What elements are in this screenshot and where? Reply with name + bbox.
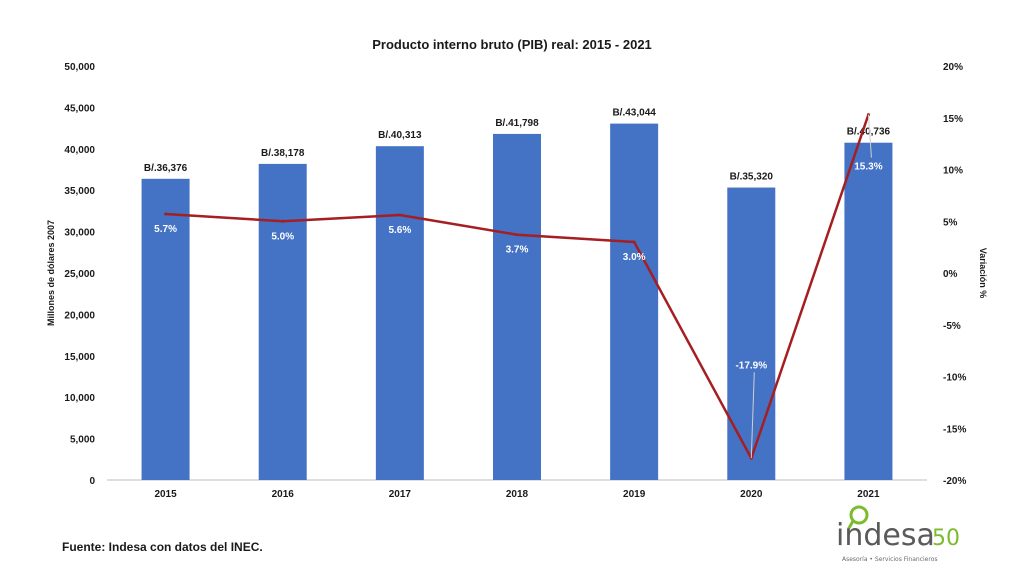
source-note: Fuente: Indesa con datos del INEC.	[62, 540, 263, 554]
bar-value-label: B/.38,178	[261, 148, 305, 159]
y-tick-label: 5,000	[70, 435, 95, 446]
chart-title: Producto interno bruto (PIB) real: 2015 …	[372, 37, 652, 52]
label-leader-line	[750, 372, 755, 459]
y2-tick-label: 0%	[943, 269, 958, 280]
variation-point	[398, 213, 402, 217]
line-value-label: -17.9%	[735, 360, 767, 371]
y2-tick-label: -15%	[943, 424, 966, 435]
y-tick-label: 25,000	[64, 269, 95, 280]
x-tick-label: 2018	[506, 489, 529, 500]
x-tick-label: 2021	[857, 489, 880, 500]
line-value-label: 5.7%	[154, 224, 177, 235]
logo-word: indesa	[836, 518, 935, 553]
line-value-label: 3.0%	[623, 252, 646, 263]
y2-tick-label: 10%	[943, 166, 963, 177]
line-value-label: 15.3%	[854, 162, 882, 173]
x-tick-label: 2017	[389, 489, 412, 500]
bar-value-label: B/.36,376	[144, 163, 188, 174]
y-tick-label: 0	[89, 476, 95, 487]
bar-value-label: B/.40,313	[378, 130, 422, 141]
variation-point	[632, 240, 636, 244]
bar-value-label: B/.43,044	[612, 108, 656, 119]
variation-point	[281, 219, 285, 223]
bar	[727, 187, 776, 480]
indesa-logo: indesa 50 Asesoría • Servicios Financier…	[836, 504, 976, 568]
y2-tick-label: -10%	[943, 373, 966, 384]
y2-tick-label: -5%	[943, 321, 961, 332]
bar-value-label: B/.40,736	[847, 127, 891, 138]
bar-value-label: B/.41,798	[495, 118, 539, 129]
x-tick-label: 2019	[623, 489, 646, 500]
bar	[493, 133, 541, 480]
x-tick-label: 2020	[740, 489, 763, 500]
y-tick-label: 20,000	[64, 310, 95, 321]
y2-tick-label: 20%	[943, 62, 963, 73]
bar-value-label: B/.35,320	[730, 172, 774, 183]
y-tick-label: 30,000	[64, 228, 95, 239]
bar	[141, 178, 190, 481]
line-value-label: 3.7%	[506, 245, 529, 256]
logo-number: 50	[932, 526, 960, 551]
y2-axis-title: Variación %	[978, 248, 988, 299]
bar	[844, 142, 893, 480]
logo-tagline: Asesoría • Servicios Financieros	[842, 556, 938, 563]
logo-leaf-icon	[847, 505, 869, 530]
y-tick-label: 40,000	[64, 145, 95, 156]
label-leader-line	[867, 114, 872, 158]
y-axis-title: Millones de dólares 2007	[46, 220, 56, 326]
variation-point	[164, 212, 168, 216]
y-tick-label: 15,000	[64, 352, 95, 363]
y2-tick-label: 15%	[943, 114, 963, 125]
x-tick-label: 2015	[154, 489, 177, 500]
line-value-label: 5.0%	[271, 231, 294, 242]
y-tick-label: 50,000	[64, 62, 95, 73]
bar	[258, 163, 307, 480]
y-tick-label: 45,000	[64, 103, 95, 114]
line-value-label: 5.6%	[388, 225, 411, 236]
y2-tick-label: 5%	[943, 217, 958, 228]
variation-point	[515, 233, 519, 237]
y-tick-label: 35,000	[64, 186, 95, 197]
bar	[610, 123, 659, 481]
x-tick-label: 2016	[272, 489, 295, 500]
bar	[375, 146, 424, 480]
y2-tick-label: -20%	[943, 476, 966, 487]
y-tick-label: 10,000	[64, 393, 95, 404]
